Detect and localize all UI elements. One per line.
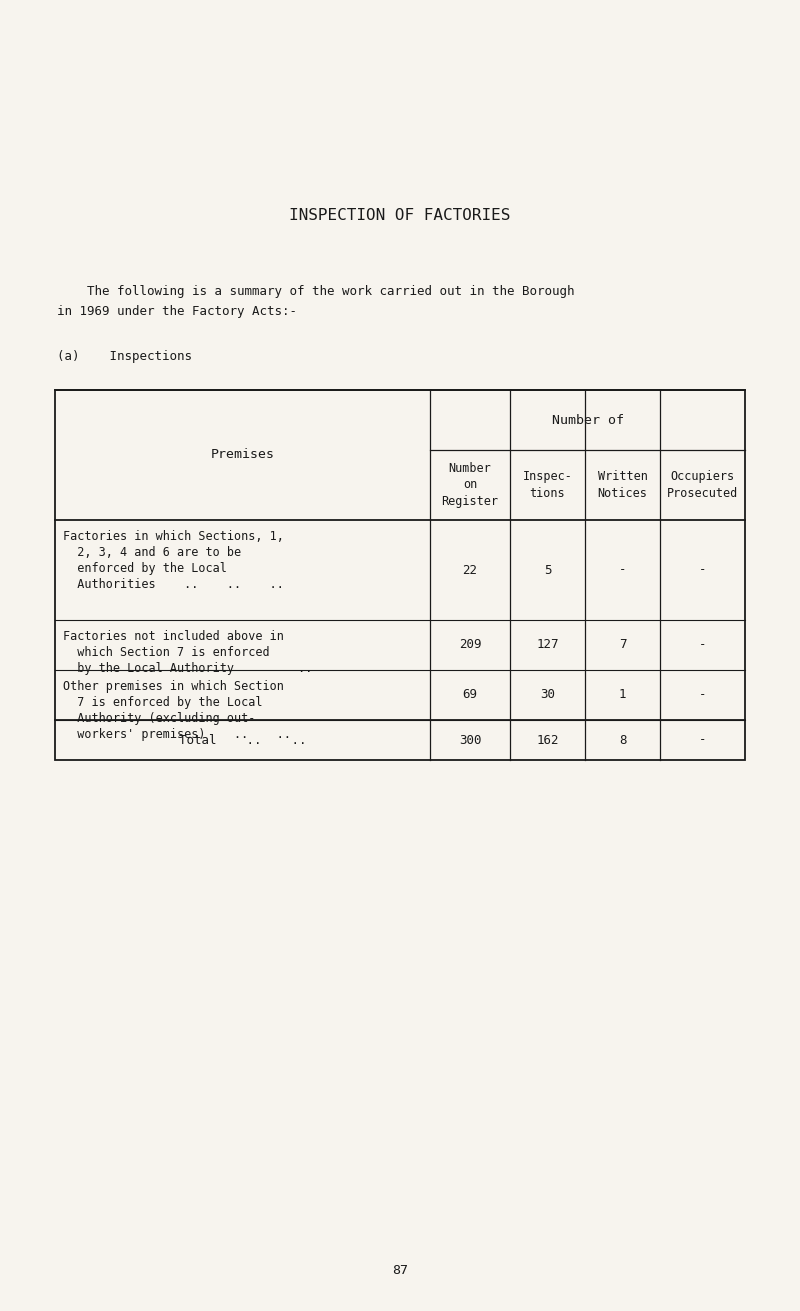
Text: enforced by the Local: enforced by the Local [63,562,227,576]
Text: 5: 5 [544,564,551,577]
Text: -: - [618,564,626,577]
Bar [55,389,745,760]
Text: 69: 69 [462,688,478,701]
Text: -: - [698,564,706,577]
Text: 22: 22 [462,564,478,577]
Text: 209: 209 [458,638,482,652]
Text: by the Local Authority         ..: by the Local Authority .. [63,662,312,675]
Text: 2, 3, 4 and 6 are to be: 2, 3, 4 and 6 are to be [63,545,241,558]
Text: Authority (excluding out-: Authority (excluding out- [63,712,255,725]
Text: workers' premises)    ..    ..: workers' premises) .. .. [63,728,291,741]
Text: -: - [698,733,706,746]
Text: Other premises in which Section: Other premises in which Section [63,680,284,694]
Text: 300: 300 [458,733,482,746]
Text: Authorities    ..    ..    ..: Authorities .. .. .. [63,578,284,591]
Text: -: - [698,638,706,652]
Text: 7: 7 [618,638,626,652]
Text: Premises: Premises [210,448,274,461]
Text: INSPECTION OF FACTORIES: INSPECTION OF FACTORIES [290,207,510,223]
Text: Total    ..    ..: Total .. .. [178,733,306,746]
Text: in 1969 under the Factory Acts:-: in 1969 under the Factory Acts:- [57,305,297,319]
Text: 8: 8 [618,733,626,746]
Text: 30: 30 [540,688,555,701]
Text: The following is a summary of the work carried out in the Borough: The following is a summary of the work c… [57,284,574,298]
Text: Factories in which Sections, 1,: Factories in which Sections, 1, [63,530,284,543]
Text: 87: 87 [392,1264,408,1277]
Text: 7 is enforced by the Local: 7 is enforced by the Local [63,696,262,709]
Text: which Section 7 is enforced: which Section 7 is enforced [63,646,270,659]
Text: Occupiers
Prosecuted: Occupiers Prosecuted [667,471,738,499]
Text: 1: 1 [618,688,626,701]
Text: 127: 127 [536,638,558,652]
Text: 162: 162 [536,733,558,746]
Text: Number
on
Register: Number on Register [442,461,498,509]
Text: -: - [698,688,706,701]
Text: Inspec-
tions: Inspec- tions [522,471,573,499]
Text: (a)    Inspections: (a) Inspections [57,350,192,363]
Text: Factories not included above in: Factories not included above in [63,631,284,642]
Text: Number of: Number of [551,413,623,426]
Text: Written
Notices: Written Notices [598,471,647,499]
